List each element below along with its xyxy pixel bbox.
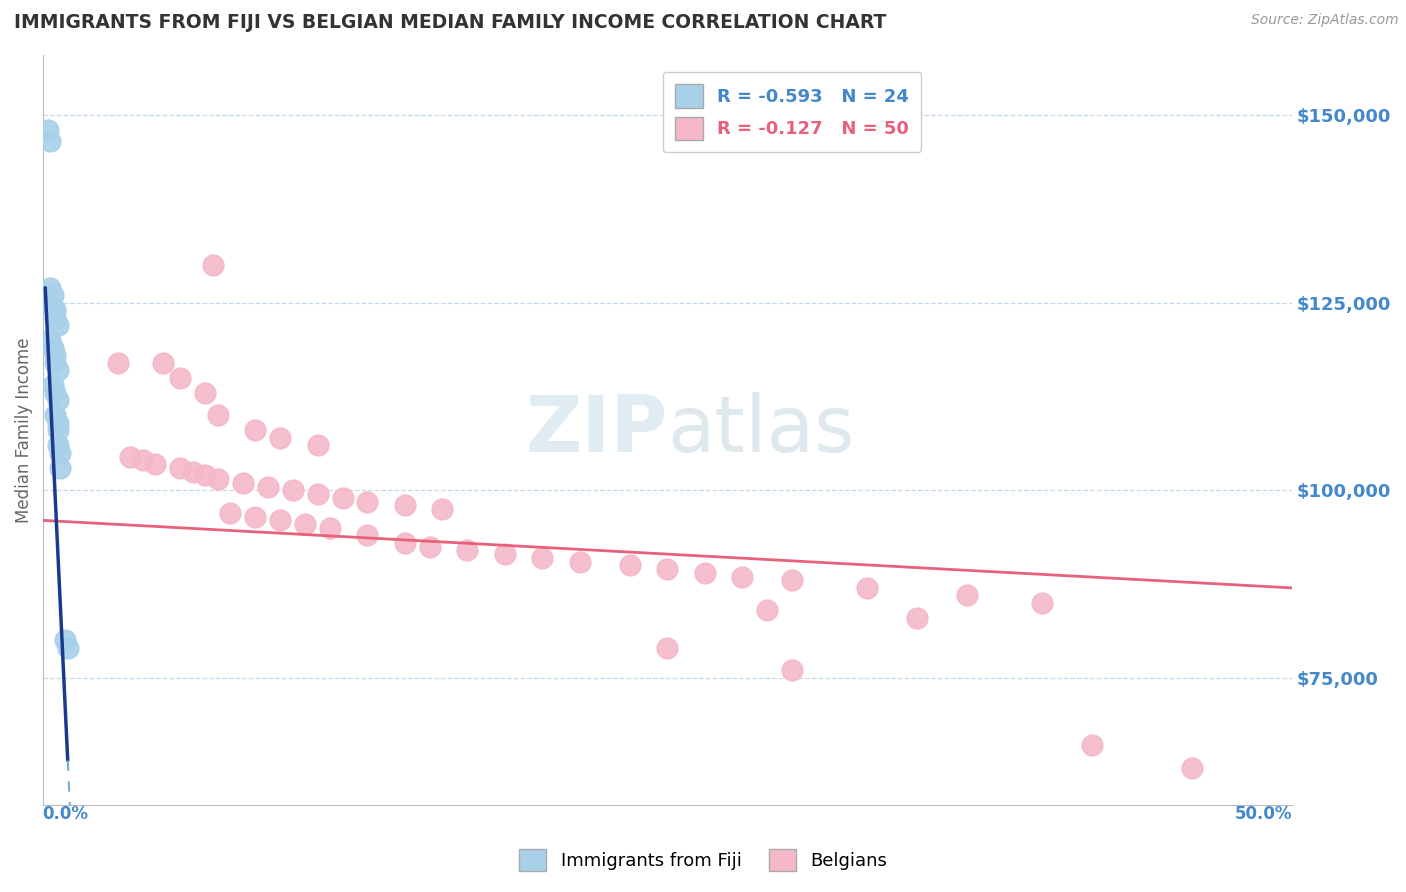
Point xyxy=(394,536,416,550)
Point xyxy=(53,633,76,648)
Point xyxy=(657,562,679,576)
Point xyxy=(44,348,66,362)
Point xyxy=(194,468,217,483)
Point xyxy=(243,509,266,524)
Point xyxy=(319,521,342,535)
Text: IMMIGRANTS FROM FIJI VS BELGIAN MEDIAN FAMILY INCOME CORRELATION CHART: IMMIGRANTS FROM FIJI VS BELGIAN MEDIAN F… xyxy=(14,13,886,32)
Point xyxy=(42,341,65,355)
Point xyxy=(780,664,803,678)
Point xyxy=(46,416,69,430)
Point xyxy=(207,472,229,486)
Point xyxy=(432,502,454,516)
Point xyxy=(42,300,65,314)
Point xyxy=(905,611,928,625)
Point xyxy=(1031,596,1053,610)
Point xyxy=(256,479,278,493)
Text: Source: ZipAtlas.com: Source: ZipAtlas.com xyxy=(1251,13,1399,28)
Legend: Immigrants from Fiji, Belgians: Immigrants from Fiji, Belgians xyxy=(512,842,894,879)
Text: 50.0%: 50.0% xyxy=(1234,805,1292,823)
Point xyxy=(531,550,554,565)
Point xyxy=(46,318,69,333)
Point xyxy=(152,356,174,370)
Point xyxy=(39,135,62,149)
Point xyxy=(1081,739,1104,753)
Point xyxy=(131,453,153,467)
Point xyxy=(46,393,69,408)
Point xyxy=(44,385,66,400)
Y-axis label: Median Family Income: Median Family Income xyxy=(15,337,32,523)
Point xyxy=(169,371,191,385)
Point xyxy=(332,491,354,505)
Point xyxy=(232,475,254,490)
Point xyxy=(44,356,66,370)
Point xyxy=(356,494,378,508)
Point xyxy=(42,288,65,302)
Legend: R = -0.593   N = 24, R = -0.127   N = 50: R = -0.593 N = 24, R = -0.127 N = 50 xyxy=(662,71,921,153)
Point xyxy=(456,543,478,558)
Point xyxy=(39,333,62,347)
Point xyxy=(243,423,266,437)
Point xyxy=(120,450,142,464)
Point xyxy=(49,446,72,460)
Point xyxy=(169,460,191,475)
Point xyxy=(269,513,291,527)
Point xyxy=(42,378,65,392)
Point xyxy=(619,558,641,573)
Point xyxy=(219,506,242,520)
Point xyxy=(356,528,378,542)
Text: ZIP: ZIP xyxy=(524,392,668,468)
Point xyxy=(37,123,59,137)
Point xyxy=(956,588,979,602)
Point xyxy=(44,303,66,318)
Point xyxy=(731,569,754,583)
Point xyxy=(294,517,316,532)
Point xyxy=(49,460,72,475)
Point xyxy=(44,409,66,423)
Point xyxy=(181,465,204,479)
Text: atlas: atlas xyxy=(668,392,855,468)
Point xyxy=(568,555,591,569)
Point xyxy=(1181,761,1204,775)
Point xyxy=(143,457,166,471)
Point xyxy=(44,310,66,325)
Text: 0.0%: 0.0% xyxy=(42,805,89,823)
Point xyxy=(201,258,224,272)
Point xyxy=(856,581,879,595)
Point xyxy=(281,483,304,498)
Point xyxy=(307,438,329,452)
Point xyxy=(269,431,291,445)
Point xyxy=(419,540,441,554)
Point xyxy=(46,423,69,437)
Point xyxy=(194,385,217,400)
Point xyxy=(46,363,69,377)
Point xyxy=(307,487,329,501)
Point xyxy=(780,574,803,588)
Point xyxy=(657,640,679,655)
Point xyxy=(39,281,62,295)
Point xyxy=(494,547,516,561)
Point xyxy=(394,499,416,513)
Point xyxy=(56,640,79,655)
Point xyxy=(46,438,69,452)
Point xyxy=(107,356,129,370)
Point xyxy=(756,603,779,617)
Point xyxy=(207,409,229,423)
Point xyxy=(693,566,716,580)
